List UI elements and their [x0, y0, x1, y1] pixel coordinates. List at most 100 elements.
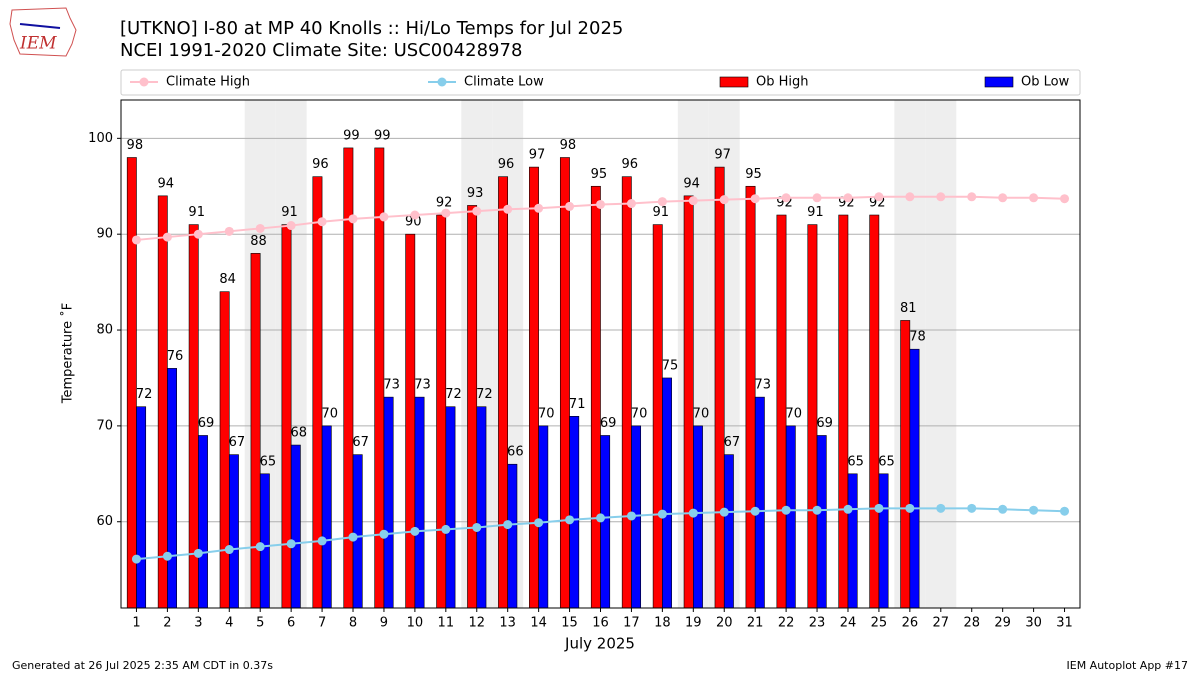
line-marker — [317, 536, 327, 546]
line-marker — [812, 193, 822, 203]
legend-marker — [139, 77, 149, 87]
bar-value-label: 81 — [900, 301, 917, 316]
x-tick-label: 5 — [256, 616, 264, 631]
bar — [652, 224, 663, 609]
x-tick-label: 27 — [933, 616, 950, 631]
bar — [467, 205, 478, 609]
bar-value-label: 70 — [321, 406, 338, 421]
y-tick-label: 90 — [96, 227, 113, 242]
bar-value-label: 95 — [591, 167, 608, 182]
bar — [507, 463, 518, 609]
line-marker — [688, 196, 698, 206]
bar-value-label: 67 — [724, 435, 741, 450]
bar — [662, 377, 672, 609]
y-tick-label: 100 — [88, 131, 113, 146]
bar — [909, 348, 920, 609]
logo: IEM — [9, 7, 77, 57]
bar-value-label: 78 — [909, 330, 926, 345]
line-marker — [131, 235, 141, 245]
bar-value-label: 96 — [622, 157, 639, 172]
bar — [847, 473, 858, 609]
legend-swatch — [719, 76, 749, 88]
weekend-shade — [925, 100, 957, 608]
chart-subtitle: NCEI 1991-2020 Climate Site: USC00428978 — [120, 40, 522, 61]
bar — [383, 396, 394, 609]
bar-value-label: 68 — [291, 426, 308, 441]
bar-value-label: 88 — [250, 234, 267, 249]
x-tick-label: 29 — [994, 616, 1011, 631]
line-marker — [688, 508, 698, 518]
x-tick-label: 11 — [438, 616, 455, 631]
line-marker — [131, 554, 141, 564]
bar-value-label: 91 — [652, 205, 669, 220]
bar-value-label: 70 — [538, 406, 555, 421]
x-tick-label: 3 — [194, 616, 202, 631]
line-marker — [503, 204, 513, 214]
line-marker — [843, 504, 853, 514]
line-marker — [905, 503, 915, 513]
line-marker — [750, 506, 760, 516]
legend-label: Climate High — [166, 75, 250, 90]
line-marker — [905, 192, 915, 202]
bar-value-label: 70 — [693, 406, 710, 421]
bar-value-label: 65 — [878, 454, 895, 469]
chart-title: [UTKNO] I-80 at MP 40 Knolls :: Hi/Lo Te… — [120, 18, 623, 39]
bar — [683, 195, 694, 609]
x-tick-label: 19 — [685, 616, 702, 631]
bar — [405, 233, 416, 609]
line-marker — [224, 226, 234, 236]
x-tick-label: 28 — [963, 616, 980, 631]
line-marker — [626, 511, 636, 521]
line-marker — [162, 551, 172, 561]
x-tick-label: 10 — [407, 616, 424, 631]
bar — [198, 435, 208, 609]
x-tick-label: 13 — [499, 616, 516, 631]
bar — [157, 195, 168, 609]
x-axis-label: July 2025 — [564, 635, 635, 653]
bar — [228, 454, 239, 609]
line-marker — [596, 513, 605, 523]
bar-value-label: 66 — [507, 445, 524, 460]
line-marker — [750, 194, 760, 204]
line-marker — [967, 192, 977, 202]
x-tick-label: 12 — [468, 616, 485, 631]
bar-value-label: 92 — [436, 196, 453, 211]
bar — [569, 416, 580, 609]
bar — [250, 253, 261, 609]
footer-left: Generated at 26 Jul 2025 2:35 AM CDT in … — [12, 659, 273, 672]
bar-value-label: 97 — [714, 148, 731, 163]
bar — [290, 444, 301, 609]
bar — [754, 396, 765, 609]
bar — [745, 185, 756, 609]
bar-value-label: 71 — [569, 397, 586, 412]
line-marker — [255, 542, 265, 552]
bar — [878, 473, 889, 609]
legend-swatch — [984, 76, 1014, 88]
bar-value-label: 67 — [352, 435, 369, 450]
line-marker — [936, 503, 946, 513]
bar — [281, 224, 292, 609]
bar-value-label: 69 — [198, 416, 215, 431]
y-axis-label: Temperature ˚F — [60, 303, 76, 404]
bar-value-label: 99 — [343, 128, 360, 143]
line-marker — [379, 212, 389, 222]
line-marker — [719, 195, 729, 205]
line-marker — [441, 524, 451, 534]
logo-outline — [9, 7, 77, 57]
bar — [445, 406, 456, 609]
x-tick-label: 24 — [840, 616, 857, 631]
x-tick-label: 22 — [778, 616, 795, 631]
line-marker — [1060, 194, 1070, 204]
bar — [538, 425, 549, 609]
x-tick-label: 6 — [287, 616, 295, 631]
bar-value-label: 94 — [683, 176, 700, 191]
line-marker — [472, 522, 482, 532]
line-marker — [843, 193, 853, 203]
bar-value-label: 67 — [229, 435, 246, 450]
x-tick-label: 2 — [163, 616, 171, 631]
bar-value-label: 93 — [467, 186, 484, 201]
bar — [838, 214, 849, 609]
plot-frame — [120, 99, 1081, 609]
bar — [559, 157, 570, 609]
